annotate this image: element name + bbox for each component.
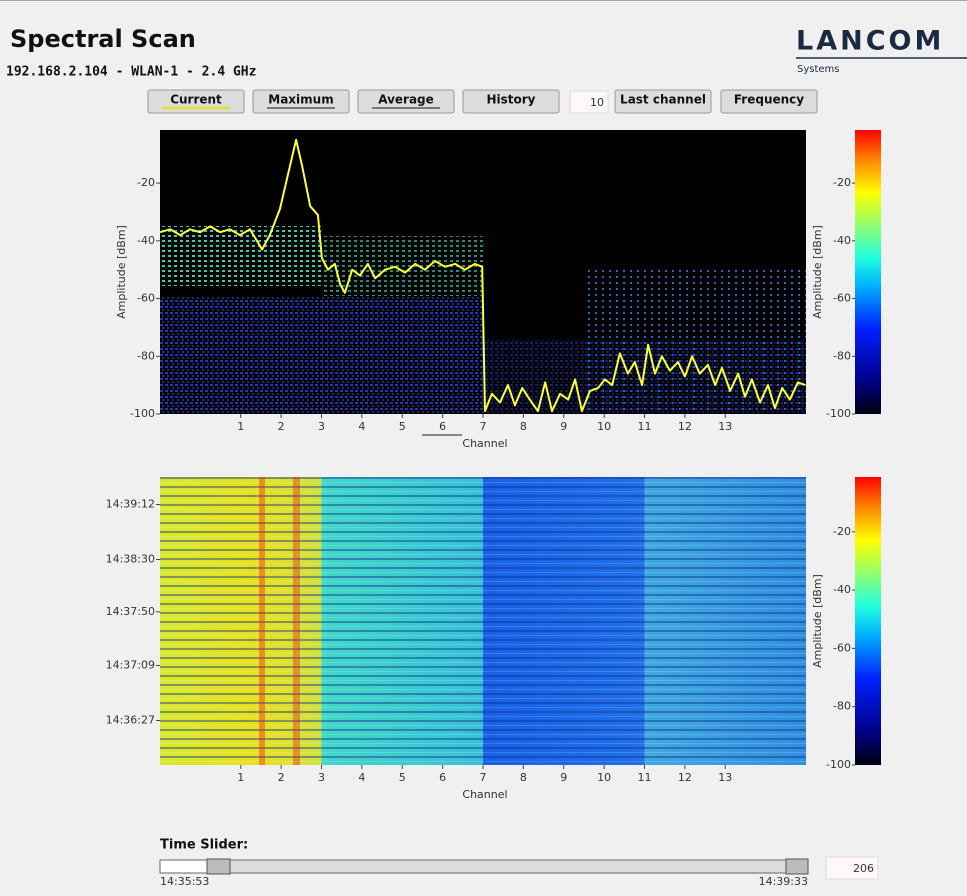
x-tick-label: 11 <box>638 420 652 433</box>
button[interactable]: Average <box>357 89 455 114</box>
colorbar-tick-label: -100 <box>826 407 851 420</box>
x-tick-label: 3 <box>318 771 325 784</box>
dots <box>322 236 483 296</box>
x-tick-label: 11 <box>638 771 652 784</box>
x-tick-label: 9 <box>560 771 567 784</box>
x-tick-label: 12 <box>678 771 692 784</box>
y-tick-label: -40 <box>137 234 155 247</box>
colorbar <box>855 477 881 765</box>
x-tick-label: 10 <box>597 771 611 784</box>
colorbar-tick-label: -20 <box>833 525 851 538</box>
x-tick-label: 1 <box>237 771 244 784</box>
button-face <box>614 89 712 114</box>
x-axis-label: Channel <box>462 788 507 801</box>
slider-end: 14:39:33 <box>759 875 808 888</box>
colorbar-tick-label: -80 <box>833 700 851 713</box>
x-tick-label: 5 <box>399 771 406 784</box>
x-tick-label: 13 <box>718 771 732 784</box>
y-tick-label: 14:39:12 <box>106 497 155 510</box>
waterfall-hotspot <box>259 477 265 765</box>
colorbar-label: Amplitude [dBm] <box>811 574 824 668</box>
x-tick-label: 2 <box>278 771 285 784</box>
x-axis-label: Channel <box>462 437 507 450</box>
x-tick-label: 6 <box>439 771 446 784</box>
y-tick-label: 14:38:30 <box>106 552 155 565</box>
slider-label: Time Slider: <box>160 838 248 853</box>
colorbar-tick-label: -60 <box>833 641 851 654</box>
button-label: History <box>486 93 535 107</box>
button[interactable]: History <box>462 89 560 114</box>
colorbar-tick-label: -40 <box>833 583 851 596</box>
button[interactable]: Last channel <box>614 89 712 114</box>
colorbar <box>855 130 881 414</box>
history-count: 10 <box>590 96 604 109</box>
button[interactable]: Current <box>147 89 245 114</box>
button[interactable]: Maximum <box>252 89 350 114</box>
slider-track[interactable] <box>159 859 809 874</box>
trace-line <box>159 138 806 413</box>
waterfall-texture <box>160 477 806 765</box>
button-face <box>462 89 560 114</box>
button-label: Maximum <box>268 93 333 107</box>
x-tick-label: 10 <box>597 420 611 433</box>
dots <box>160 226 322 286</box>
x-tick-label: 12 <box>678 420 692 433</box>
x-tick-label: 2 <box>278 420 285 433</box>
history-count-box[interactable] <box>569 90 609 114</box>
button-label: Average <box>378 93 434 107</box>
x-tick-label: 4 <box>358 771 365 784</box>
button-label: Last channel <box>620 93 706 107</box>
x-tick-label: 4 <box>358 420 365 433</box>
colorbar-tick-label: -20 <box>833 176 851 189</box>
y-axis-label: Amplitude [dBm] <box>115 225 128 319</box>
colorbar-tick-label: -100 <box>826 758 851 771</box>
y-tick-label: -80 <box>137 349 155 362</box>
x-tick-label: 6 <box>439 420 446 433</box>
x-tick-label: 7 <box>480 771 487 784</box>
title: Spectral Scan <box>10 25 196 53</box>
slider-thumb-left[interactable] <box>206 858 231 875</box>
logo: LANCOM <box>796 26 944 57</box>
slider-thumb-right[interactable] <box>785 858 809 875</box>
y-tick-label: -60 <box>137 292 155 305</box>
x-tick-label: 1 <box>237 420 244 433</box>
x-tick-label: 5 <box>399 420 406 433</box>
y-tick-label: -100 <box>130 407 155 420</box>
y-tick-label: 14:37:09 <box>106 659 155 672</box>
dots <box>160 296 483 414</box>
colorbar-label: Amplitude [dBm] <box>811 225 824 319</box>
slider-value-box[interactable] <box>825 856 879 880</box>
button-face <box>720 89 818 114</box>
x-tick-label: 8 <box>520 420 527 433</box>
dots <box>483 340 806 414</box>
x-tick-label: 3 <box>318 420 325 433</box>
colorbar-tick-label: -80 <box>833 349 851 362</box>
button[interactable]: Frequency <box>720 89 818 114</box>
slider-range <box>159 859 208 874</box>
colorbar-tick-label: -60 <box>833 292 851 305</box>
button-label: Frequency <box>734 93 804 107</box>
colorbar-tick-label: -40 <box>833 234 851 247</box>
button-label: Current <box>170 93 222 107</box>
y-tick-label: 14:37:50 <box>106 605 155 618</box>
logo-sub: Systems <box>797 64 840 75</box>
subtitle: 192.168.2.104 - WLAN-1 - 2.4 GHz <box>6 65 256 80</box>
x-tick-label: 7 <box>480 420 487 433</box>
x-tick-label: 13 <box>718 420 732 433</box>
y-tick-label: 14:36:27 <box>106 713 155 726</box>
slider-start: 14:35:53 <box>160 875 209 888</box>
waterfall-hotspot <box>293 477 300 765</box>
x-tick-label: 8 <box>520 771 527 784</box>
x-tick-label: 9 <box>560 420 567 433</box>
slider-value: 206 <box>853 862 874 875</box>
y-tick-label: -20 <box>137 176 155 189</box>
